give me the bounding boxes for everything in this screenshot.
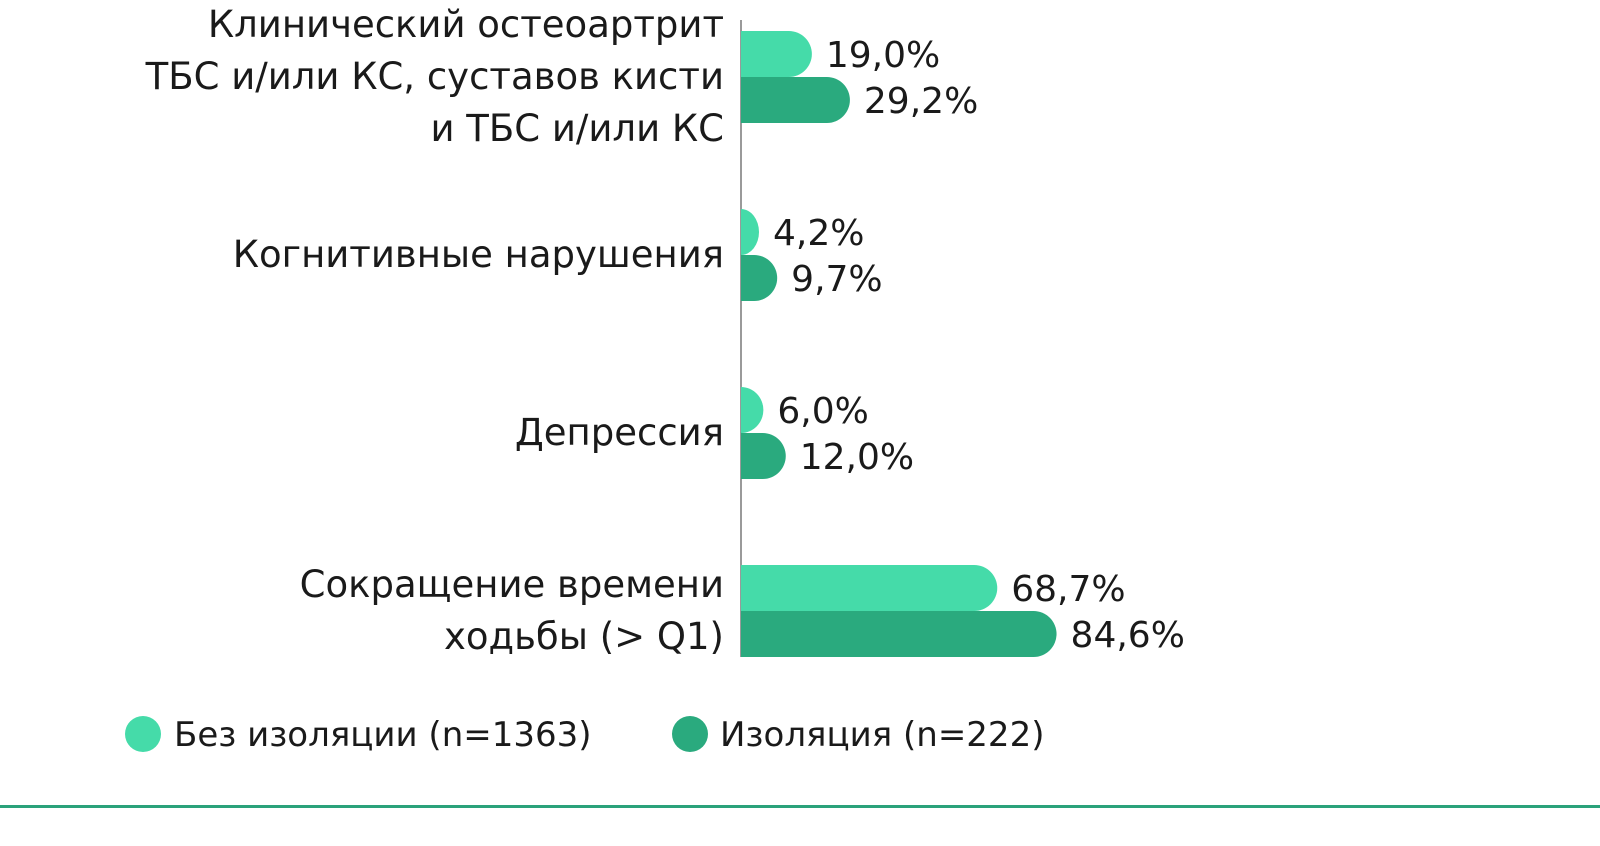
legend-swatch [125, 716, 161, 752]
data-label: 12,0% [800, 437, 914, 478]
data-label: 6,0% [777, 391, 868, 432]
bottom-divider [0, 805, 1600, 808]
category-label: Когнитивные нарушения [233, 233, 724, 276]
bar-isolation [741, 611, 1057, 657]
bar-isolation [741, 255, 778, 301]
category-label: Депрессия [515, 411, 724, 454]
category-label: Клинический остеоартрит [208, 3, 724, 46]
bar-isolation [741, 433, 786, 479]
bar-no-isolation [741, 387, 764, 433]
legend: Без изоляции (n=1363) Изоляция (n=222) [125, 715, 1044, 755]
category-label: ходьбы (> Q1) [444, 615, 724, 658]
bar-isolation [741, 77, 850, 123]
data-label: 68,7% [1011, 569, 1125, 610]
data-label: 29,2% [864, 81, 978, 122]
category-labels: Клинический остеоартрит ТБС и/или КС, сус… [145, 3, 724, 658]
bar-no-isolation [741, 565, 998, 611]
category-label: Сокращение времени [300, 563, 724, 606]
legend-label: Без изоляции (n=1363) [174, 715, 592, 755]
category-label: и ТБС и/или КС [430, 107, 724, 150]
bars [741, 31, 1057, 657]
bar-no-isolation [741, 209, 759, 255]
data-label: 4,2% [773, 213, 864, 254]
value-labels: 19,0% 29,2% 4,2% 9,7% 6,0% 12,0% 68,7% 84,6% [773, 35, 1185, 656]
legend-swatch [672, 716, 708, 752]
data-label: 9,7% [791, 259, 882, 300]
data-label: 84,6% [1071, 615, 1185, 656]
data-label: 19,0% [826, 35, 940, 76]
bar-no-isolation [741, 31, 812, 77]
legend-label: Изоляция (n=222) [720, 715, 1044, 755]
category-label: ТБС и/или КС, суставов кисти [145, 55, 724, 98]
